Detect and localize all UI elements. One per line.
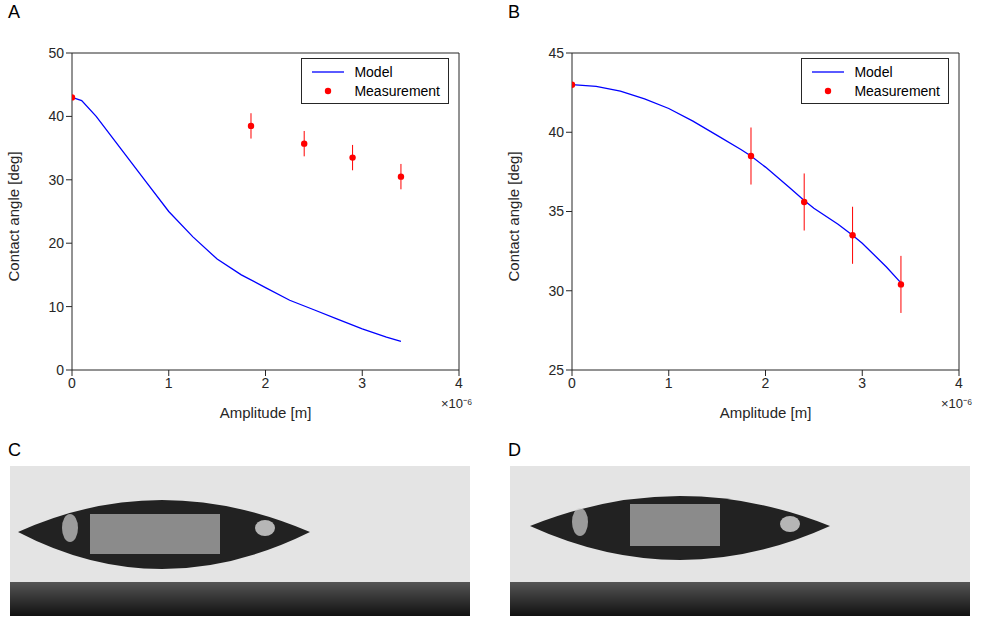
html-text:Measurement: Measurement [854, 82, 940, 99]
svg-text:Contact angle [deg]: Contact angle [deg] [5, 151, 22, 281]
html-text:B: B [508, 2, 520, 22]
svg-text:Amplitude [m]: Amplitude [m] [720, 404, 812, 421]
svg-text:0: 0 [68, 375, 76, 391]
svg-text:4: 4 [955, 375, 963, 391]
svg-text:3: 3 [858, 375, 866, 391]
svg-text:20: 20 [48, 235, 64, 251]
html-text:C: C [8, 440, 21, 460]
svg-text:4: 4 [455, 375, 463, 391]
html-text:×10⁻⁶: ×10⁻⁶ [941, 396, 973, 411]
svg-text:Contact angle [deg]: Contact angle [deg] [505, 151, 522, 281]
svg-text:1: 1 [165, 375, 173, 391]
html-text:×10⁻⁶: ×10⁻⁶ [441, 396, 473, 411]
svg-text:25: 25 [548, 362, 564, 378]
svg-text:3: 3 [358, 375, 366, 391]
svg-text:2: 2 [762, 375, 770, 391]
svg-text:10: 10 [48, 299, 64, 315]
svg-text:40: 40 [548, 124, 564, 140]
html-text:Measurement: Measurement [354, 82, 440, 99]
svg-text:45: 45 [548, 45, 564, 61]
html-text:D: D [508, 440, 521, 460]
svg-text:Amplitude [m]: Amplitude [m] [220, 404, 312, 421]
svg-text:30: 30 [48, 172, 64, 188]
svg-text:30: 30 [548, 283, 564, 299]
html-text:Model: Model [854, 63, 893, 80]
svg-text:35: 35 [548, 203, 564, 219]
svg-text:40: 40 [48, 108, 64, 124]
svg-text:0: 0 [56, 362, 64, 378]
svg-text:50: 50 [48, 45, 64, 61]
html-text:A: A [8, 2, 20, 22]
html-text:Model: Model [354, 63, 393, 80]
svg-text:2: 2 [262, 375, 270, 391]
svg-text:1: 1 [665, 375, 673, 391]
svg-text:0: 0 [568, 375, 576, 391]
